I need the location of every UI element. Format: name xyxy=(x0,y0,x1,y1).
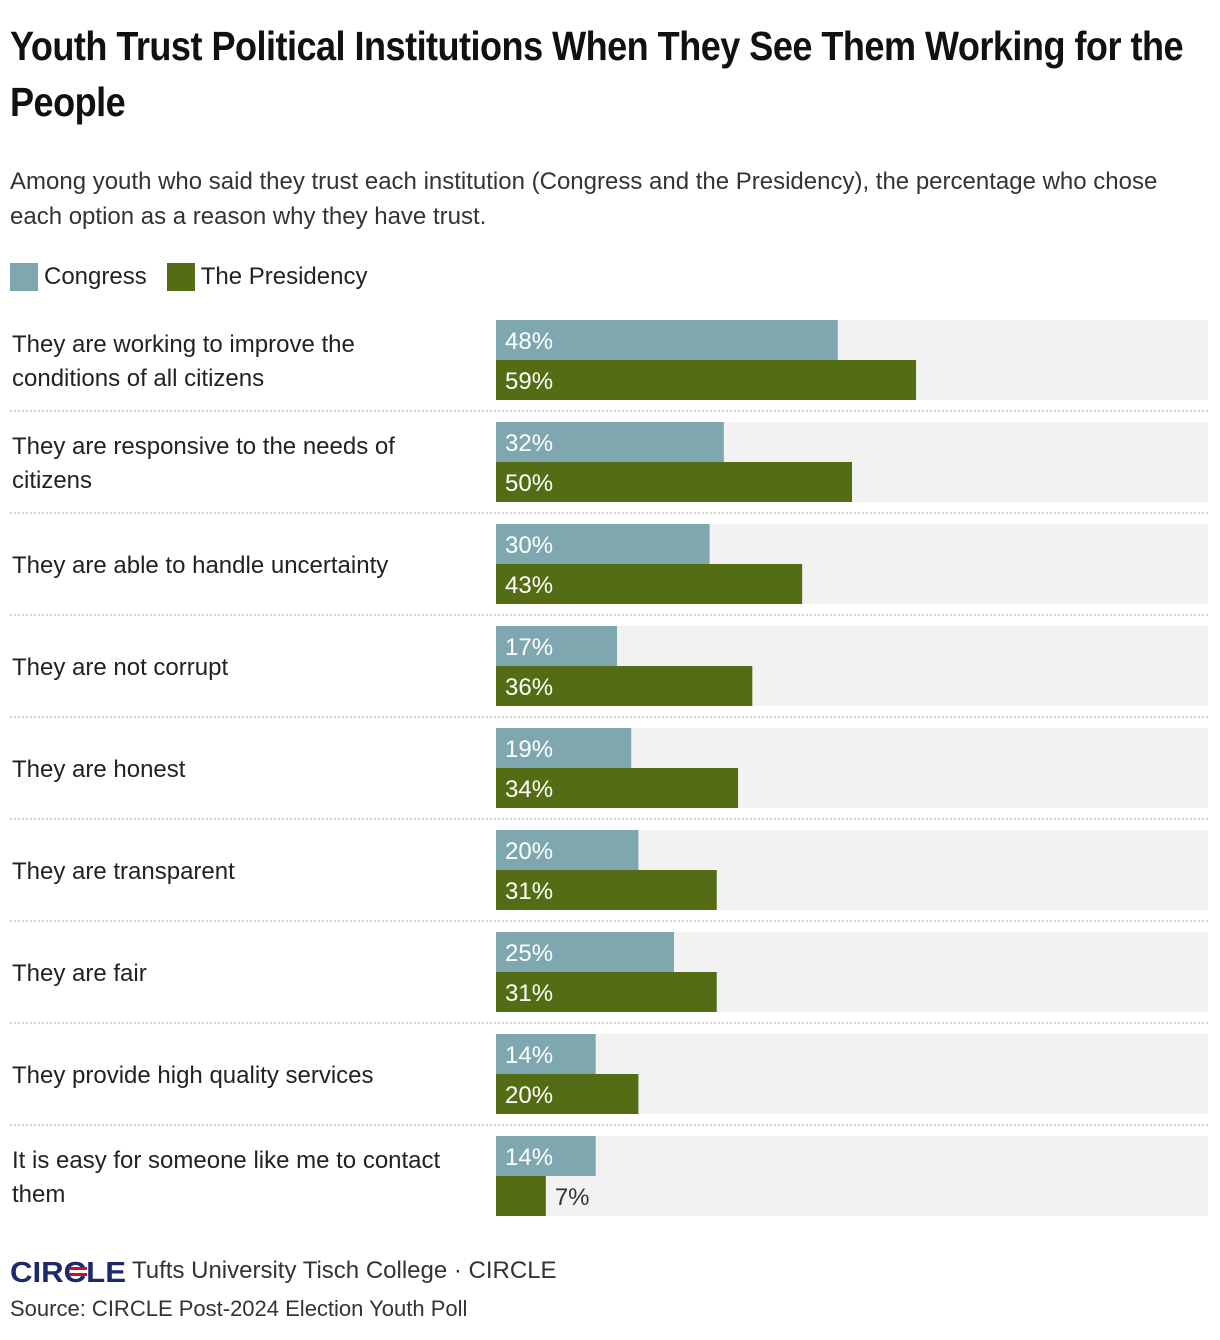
category-label: them xyxy=(12,1181,65,1208)
circle-logo: CIRCLE xyxy=(10,1253,128,1289)
bar-track xyxy=(496,1136,1208,1216)
bar-congress xyxy=(496,626,618,666)
value-label: 48% xyxy=(505,328,553,355)
category-label: They provide high quality services xyxy=(12,1062,374,1089)
value-label: 31% xyxy=(505,878,553,905)
category-label: They are not corrupt xyxy=(12,654,228,681)
legend-label-congress: Congress xyxy=(44,263,147,290)
value-label: 20% xyxy=(505,838,553,865)
legend: Congress The Presidency xyxy=(10,259,387,295)
bar-congress xyxy=(496,320,838,360)
logo-stripe xyxy=(69,1267,87,1270)
bar-congress xyxy=(496,728,632,768)
bar-congress xyxy=(496,1136,596,1176)
value-label: 14% xyxy=(505,1144,553,1171)
legend-label-presidency: The Presidency xyxy=(200,263,368,290)
category-label: They are working to improve the xyxy=(12,331,355,358)
chart-subtitle: Among youth who said they trust each ins… xyxy=(10,168,1158,230)
value-label: 36% xyxy=(505,674,553,701)
category-label: They are able to handle uncertainty xyxy=(12,552,388,579)
value-label: 17% xyxy=(505,634,553,661)
bar-presidency xyxy=(496,972,717,1012)
bar-congress xyxy=(496,830,639,870)
category-label: It is easy for someone like me to contac… xyxy=(12,1147,441,1174)
bar-presidency xyxy=(496,1176,546,1216)
value-label: 7% xyxy=(555,1184,590,1211)
footer-source: Source: CIRCLE Post-2024 Election Youth … xyxy=(10,1296,468,1321)
value-label: 32% xyxy=(505,430,553,457)
value-label: 59% xyxy=(505,368,553,395)
category-label: They are responsive to the needs of xyxy=(12,433,395,460)
bar-presidency xyxy=(496,666,753,706)
logo-stripe xyxy=(69,1273,87,1276)
value-label: 20% xyxy=(505,1082,553,1109)
legend-swatch-congress xyxy=(10,263,38,291)
bar-presidency xyxy=(496,462,852,502)
legend-item-presidency: The Presidency xyxy=(166,263,368,291)
bar-presidency xyxy=(496,870,717,910)
category-label: They are transparent xyxy=(12,858,235,885)
circle-logo-mark: CIRCLE xyxy=(10,1257,126,1286)
value-label: 31% xyxy=(505,980,553,1007)
footer-organization: Tufts University Tisch College · CIRCLE xyxy=(132,1257,557,1284)
category-label: They are honest xyxy=(12,756,186,783)
bar-congress xyxy=(496,932,674,972)
legend-item-congress: Congress xyxy=(10,263,147,291)
value-label: 34% xyxy=(505,776,553,803)
value-label: 25% xyxy=(505,940,553,967)
bar-presidency xyxy=(496,768,739,808)
bar-congress xyxy=(496,524,710,564)
bar-presidency xyxy=(496,360,917,400)
value-label: 14% xyxy=(505,1042,553,1069)
category-label: citizens xyxy=(12,467,92,494)
chart-title: Youth Trust Political Institutions When … xyxy=(10,23,1184,125)
bar-congress xyxy=(496,422,724,462)
value-label: 50% xyxy=(505,470,553,497)
bar-presidency xyxy=(496,1074,639,1114)
bar-presidency xyxy=(496,564,803,604)
bar-chart: They are working to improve the condition… xyxy=(10,320,1208,1216)
value-label: 30% xyxy=(505,532,553,559)
category-label: conditions of all citizens xyxy=(12,365,264,392)
bar-congress xyxy=(496,1034,596,1074)
category-label: They are fair xyxy=(12,960,147,987)
legend-swatch-presidency xyxy=(166,263,195,291)
value-label: 43% xyxy=(505,572,553,599)
value-label: 19% xyxy=(505,736,553,763)
circle-logo-text: CIRCLE xyxy=(10,1257,126,1286)
